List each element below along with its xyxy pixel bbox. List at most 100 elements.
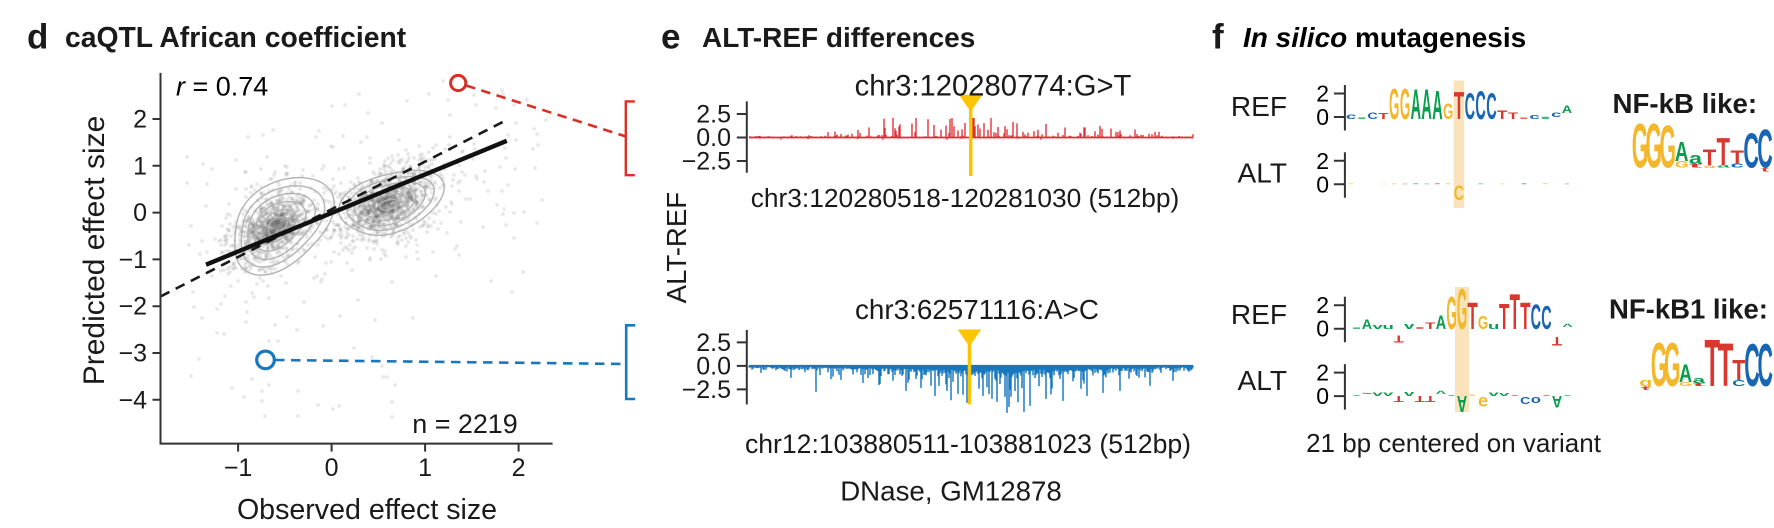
svg-text:REF: REF [1231,91,1287,122]
svg-text:0.0: 0.0 [696,124,731,152]
svg-text:C: C [1758,331,1774,399]
svg-text:T: T [1704,325,1720,400]
svg-text:2: 2 [133,106,147,134]
svg-text:2: 2 [1316,292,1329,318]
svg-text:G: G [1646,111,1662,182]
svg-text:v: v [1372,323,1382,332]
svg-text:c: c [1551,110,1561,119]
svg-text:0: 0 [325,454,339,482]
svg-text:0.0: 0.0 [696,352,731,380]
svg-text:C: C [1520,395,1530,406]
svg-text:−4: −4 [118,386,147,414]
svg-text:A: A [1675,136,1689,166]
svg-text:a: a [1692,375,1705,385]
svg-text:REF: REF [1231,299,1287,330]
svg-text:C: C [1465,85,1475,127]
svg-text:G: G [1443,98,1453,124]
svg-text:G: G [1389,80,1399,129]
svg-text:T: T [1454,85,1464,128]
svg-text:T: T [1717,129,1731,173]
svg-text:A: A [1411,80,1421,128]
svg-text:T: T [1510,283,1520,339]
svg-text:T: T [1552,334,1562,347]
svg-text:n = 2219: n = 2219 [412,409,517,439]
svg-text:T: T [1394,394,1404,404]
svg-text:v: v [1404,390,1414,399]
svg-text:v: v [1372,390,1383,398]
svg-text:C: C [1541,298,1552,337]
svg-text:r = 0.74: r = 0.74 [176,72,268,102]
svg-text:ALT: ALT [1238,158,1287,189]
svg-text:2: 2 [1316,81,1329,107]
svg-text:C: C [1475,84,1485,128]
svg-text:T: T [1425,321,1436,331]
svg-text:2.5: 2.5 [696,329,731,357]
svg-text:A: A [1457,390,1467,415]
svg-text:21 bp centered on variant: 21 bp centered on variant [1306,428,1602,458]
svg-text:a: a [1717,164,1731,169]
svg-text:G: G [1632,111,1648,182]
svg-text:T: T [1499,296,1509,337]
svg-text:C: C [1454,181,1464,204]
svg-text:t: t [1761,167,1769,173]
svg-text:C: C [1744,331,1760,399]
svg-text:e: e [661,18,680,57]
svg-text:G: G [1400,80,1410,129]
svg-text:C: C [1732,378,1745,388]
svg-text:0: 0 [1316,104,1329,130]
svg-text:C: C [1367,110,1378,121]
svg-text:T: T [1703,144,1717,171]
svg-text:0: 0 [133,199,147,227]
svg-text:2.5: 2.5 [696,101,731,129]
svg-text:Predicted effect size: Predicted effect size [78,116,111,386]
svg-text:G: G [1457,277,1467,342]
svg-text:C: C [1531,298,1541,337]
svg-text:−2: −2 [118,293,147,321]
svg-text:u: u [1488,321,1499,331]
svg-text:ALT-REF: ALT-REF [661,192,692,303]
svg-text:G: G [1675,159,1688,170]
svg-text:A: A [1421,80,1431,128]
svg-text:chr3:120280518-120281030 (512b: chr3:120280518-120281030 (512bp) [751,183,1179,213]
svg-text:chr3:120280774:G>T: chr3:120280774:G>T [855,70,1132,102]
svg-text:t: t [1689,163,1703,169]
svg-text:0: 0 [1316,316,1329,342]
svg-text:c: c [1529,113,1539,122]
svg-text:T: T [1497,109,1507,122]
svg-text:d: d [27,18,48,57]
svg-text:v: v [1404,321,1415,331]
svg-text:a: a [1689,150,1703,168]
svg-text:T: T [1425,394,1435,403]
svg-text:G: G [1679,381,1692,387]
svg-text:A: A [1679,359,1692,387]
svg-text:t: t [1642,386,1649,392]
svg-text:c: c [1346,112,1356,121]
svg-text:ALT: ALT [1238,365,1287,396]
svg-text:f: f [1212,18,1224,57]
svg-text:−3: −3 [118,340,147,368]
svg-text:2: 2 [1316,360,1329,386]
svg-text:A: A [1362,316,1372,331]
svg-text:1: 1 [418,454,432,482]
svg-text:C: C [1757,119,1773,179]
svg-text:T: T [1378,111,1389,121]
svg-text:v: v [1383,390,1394,398]
svg-text:−2.5: −2.5 [682,376,731,404]
svg-text:−2.5: −2.5 [682,148,731,176]
svg-text:T: T [1394,334,1405,345]
svg-text:^: ^ [1436,390,1446,398]
svg-text:T: T [1730,147,1744,168]
svg-text:1: 1 [133,152,147,180]
svg-text:2: 2 [512,454,526,482]
svg-text:g: g [1703,165,1717,168]
svg-text:T: T [1718,331,1734,399]
svg-text:v: v [1489,390,1500,398]
svg-text:G: G [1660,113,1676,181]
svg-text:G: G [1651,330,1667,400]
svg-text:^: ^ [1562,322,1572,330]
svg-text:C: C [1743,125,1759,179]
svg-text:A: A [1562,103,1572,116]
svg-text:chr3:62571116:A>C: chr3:62571116:A>C [855,294,1099,325]
svg-text:NF-kB1 like:: NF-kB1 like: [1609,293,1768,324]
svg-text:v: v [1499,391,1510,397]
